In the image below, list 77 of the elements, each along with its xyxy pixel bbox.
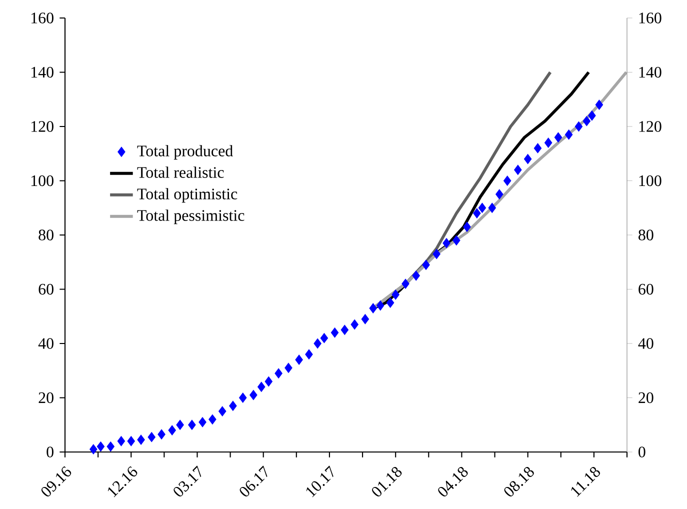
point bbox=[534, 143, 542, 154]
point bbox=[432, 248, 440, 260]
point bbox=[473, 208, 481, 218]
point bbox=[392, 290, 400, 300]
point bbox=[564, 130, 573, 140]
point bbox=[208, 414, 216, 425]
point bbox=[158, 429, 166, 440]
y2-tick-label: 60 bbox=[638, 284, 654, 295]
point bbox=[330, 328, 339, 338]
point bbox=[340, 324, 349, 335]
point bbox=[503, 176, 512, 186]
y-tick-label: 60 bbox=[38, 284, 54, 295]
point bbox=[412, 270, 420, 281]
point bbox=[264, 376, 273, 387]
point bbox=[258, 382, 266, 392]
point bbox=[176, 420, 184, 430]
point bbox=[402, 278, 410, 289]
y-tick-label: 40 bbox=[38, 338, 54, 349]
point bbox=[148, 432, 156, 442]
point bbox=[386, 298, 394, 308]
point bbox=[544, 138, 552, 148]
point bbox=[314, 338, 322, 349]
point bbox=[452, 235, 460, 246]
y-tick-label: 140 bbox=[31, 66, 54, 78]
y2-tick-label: 40 bbox=[638, 338, 654, 349]
y2-tick-label: 80 bbox=[638, 230, 654, 240]
y-tick-label: 20 bbox=[38, 392, 54, 404]
point bbox=[488, 202, 496, 213]
y2-tick-label: 140 bbox=[639, 66, 662, 78]
y-tick-label: 0 bbox=[46, 446, 54, 458]
y2-tick-label: 0 bbox=[638, 446, 646, 458]
legend-label: Total pessimistic bbox=[137, 210, 244, 224]
point bbox=[274, 368, 282, 378]
point bbox=[320, 332, 328, 344]
point bbox=[361, 314, 370, 324]
point bbox=[127, 436, 135, 446]
point bbox=[168, 425, 176, 436]
point bbox=[422, 260, 430, 270]
point bbox=[295, 354, 303, 365]
point bbox=[350, 319, 358, 330]
y-tick-label: 100 bbox=[31, 175, 54, 186]
point bbox=[574, 121, 583, 132]
point bbox=[250, 390, 258, 400]
y-tick-label: 160 bbox=[31, 12, 54, 24]
point bbox=[96, 441, 105, 452]
y-tick-label: 80 bbox=[38, 230, 54, 240]
y2-tick-label: 20 bbox=[638, 392, 654, 404]
point bbox=[478, 202, 486, 213]
point bbox=[90, 444, 98, 454]
point bbox=[595, 100, 604, 110]
legend-label: Total realistic bbox=[137, 166, 224, 178]
legend-label: Total optimistic bbox=[137, 188, 238, 203]
point bbox=[188, 420, 196, 430]
point bbox=[463, 222, 471, 232]
point bbox=[305, 349, 313, 360]
point bbox=[198, 417, 206, 428]
point bbox=[588, 110, 596, 121]
point bbox=[238, 392, 247, 403]
y-tick-label: 120 bbox=[31, 121, 54, 132]
point bbox=[137, 434, 145, 445]
point bbox=[524, 154, 532, 164]
legend-label: Total produced bbox=[137, 145, 233, 160]
point bbox=[496, 189, 504, 200]
point bbox=[514, 164, 522, 175]
y2-tick-label: 100 bbox=[639, 175, 662, 186]
point bbox=[582, 116, 591, 126]
point bbox=[369, 303, 377, 314]
y2-tick-label: 120 bbox=[639, 121, 662, 132]
point bbox=[554, 132, 562, 142]
point bbox=[284, 362, 292, 373]
point bbox=[218, 406, 226, 416]
point bbox=[117, 436, 126, 446]
point bbox=[442, 238, 450, 248]
point bbox=[376, 300, 384, 311]
y2-tick-label: 160 bbox=[639, 12, 662, 24]
point bbox=[229, 400, 237, 411]
point bbox=[106, 441, 114, 452]
